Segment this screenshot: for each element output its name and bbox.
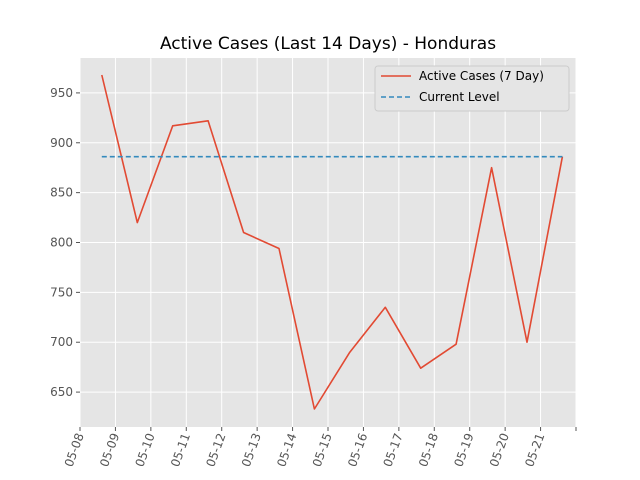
y-tick-label: 950	[50, 86, 73, 100]
x-tick-label: 05-15	[310, 431, 335, 469]
legend-label-current-level: Current Level	[419, 90, 500, 104]
grid-lines	[79, 58, 577, 427]
y-tick-label: 800	[50, 236, 73, 250]
x-tick-label: 05-12	[203, 431, 228, 469]
chart-title: Active Cases (Last 14 Days) - Honduras	[160, 34, 496, 54]
x-tick-label: 05-21	[522, 431, 547, 469]
y-axis: 650 700 750 800 850 900 950	[50, 86, 80, 399]
x-tick-label: 05-08	[62, 431, 87, 469]
x-tick-label: 05-18	[416, 431, 441, 469]
y-tick-label: 650	[50, 385, 73, 399]
x-tick-label: 05-09	[97, 431, 122, 469]
x-tick-label: 05-19	[451, 431, 476, 469]
series-layer	[101, 74, 564, 410]
x-tick-label: 05-16	[345, 431, 370, 469]
y-tick-label: 700	[50, 335, 73, 349]
x-tick-label: 05-11	[168, 431, 193, 469]
x-tick-label: 05-14	[274, 431, 299, 469]
legend: Active Cases (7 Day) Current Level	[374, 65, 570, 112]
x-tick-label: 05-20	[487, 431, 512, 469]
active-cases-line	[101, 74, 564, 410]
legend-box	[374, 65, 570, 112]
y-tick-label: 900	[50, 136, 73, 150]
y-tick-label: 750	[50, 285, 73, 299]
y-tick-label: 850	[50, 186, 73, 200]
x-tick-label: 05-10	[133, 431, 158, 469]
x-tick-label: 05-13	[239, 431, 264, 469]
x-tick-label: 05-17	[381, 431, 406, 469]
x-axis: 05-08 05-09 05-10 05-11 05-12 05-13 05-14 05-15…	[62, 427, 577, 469]
legend-label-active-cases: Active Cases (7 Day)	[419, 69, 544, 83]
